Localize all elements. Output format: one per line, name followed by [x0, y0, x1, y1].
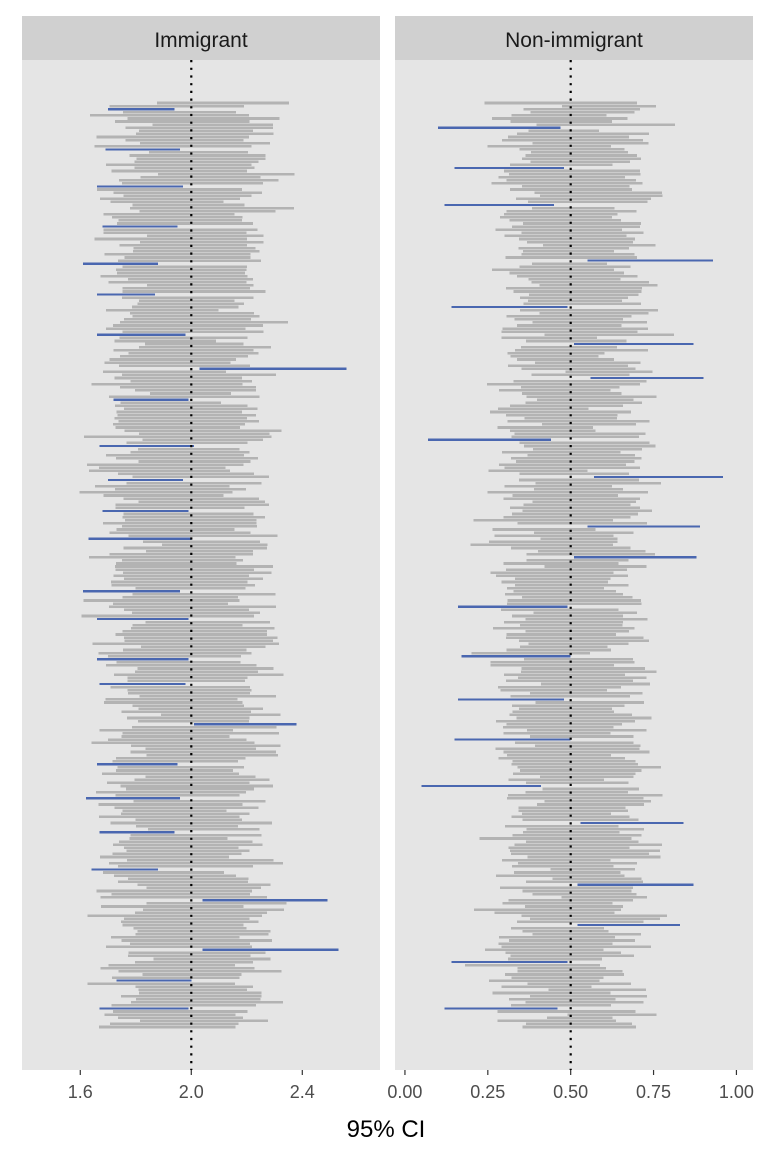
panel-immigrant: Immigrant 1.6 2.0 2.4: [22, 16, 380, 1102]
panel-background: [395, 60, 753, 1070]
panels: Immigrant 1.6 2.0 2.4 Non-immigrant 0.00 0.25 0…: [22, 16, 754, 1102]
x-axis-tick-label: 1.6: [68, 1082, 93, 1102]
x-axis-tick-label: 2.4: [290, 1082, 315, 1102]
panel-background: [22, 60, 380, 1070]
x-axis-tick-label: 0.50: [553, 1082, 588, 1102]
facet-strip-label: Immigrant: [154, 29, 248, 52]
interval-group: [79, 101, 347, 1029]
x-axis-tick-label: 1.00: [719, 1082, 754, 1102]
panel-non-immigrant: Non-immigrant 0.00 0.25 0.50 0.75 1.00: [387, 16, 754, 1102]
facet-strip-label: Non-immigrant: [505, 29, 643, 52]
x-axis-tick-label: 0.00: [387, 1082, 422, 1102]
interval-group: [421, 101, 724, 1029]
x-axis-tick-label: 2.0: [179, 1082, 204, 1102]
x-axis-tick-label: 0.25: [470, 1082, 505, 1102]
facet-strip: [395, 16, 753, 60]
x-axis-title: 95% CI: [347, 1116, 426, 1143]
facet-strip: [22, 16, 380, 60]
x-axis-tick-label: 0.75: [636, 1082, 671, 1102]
